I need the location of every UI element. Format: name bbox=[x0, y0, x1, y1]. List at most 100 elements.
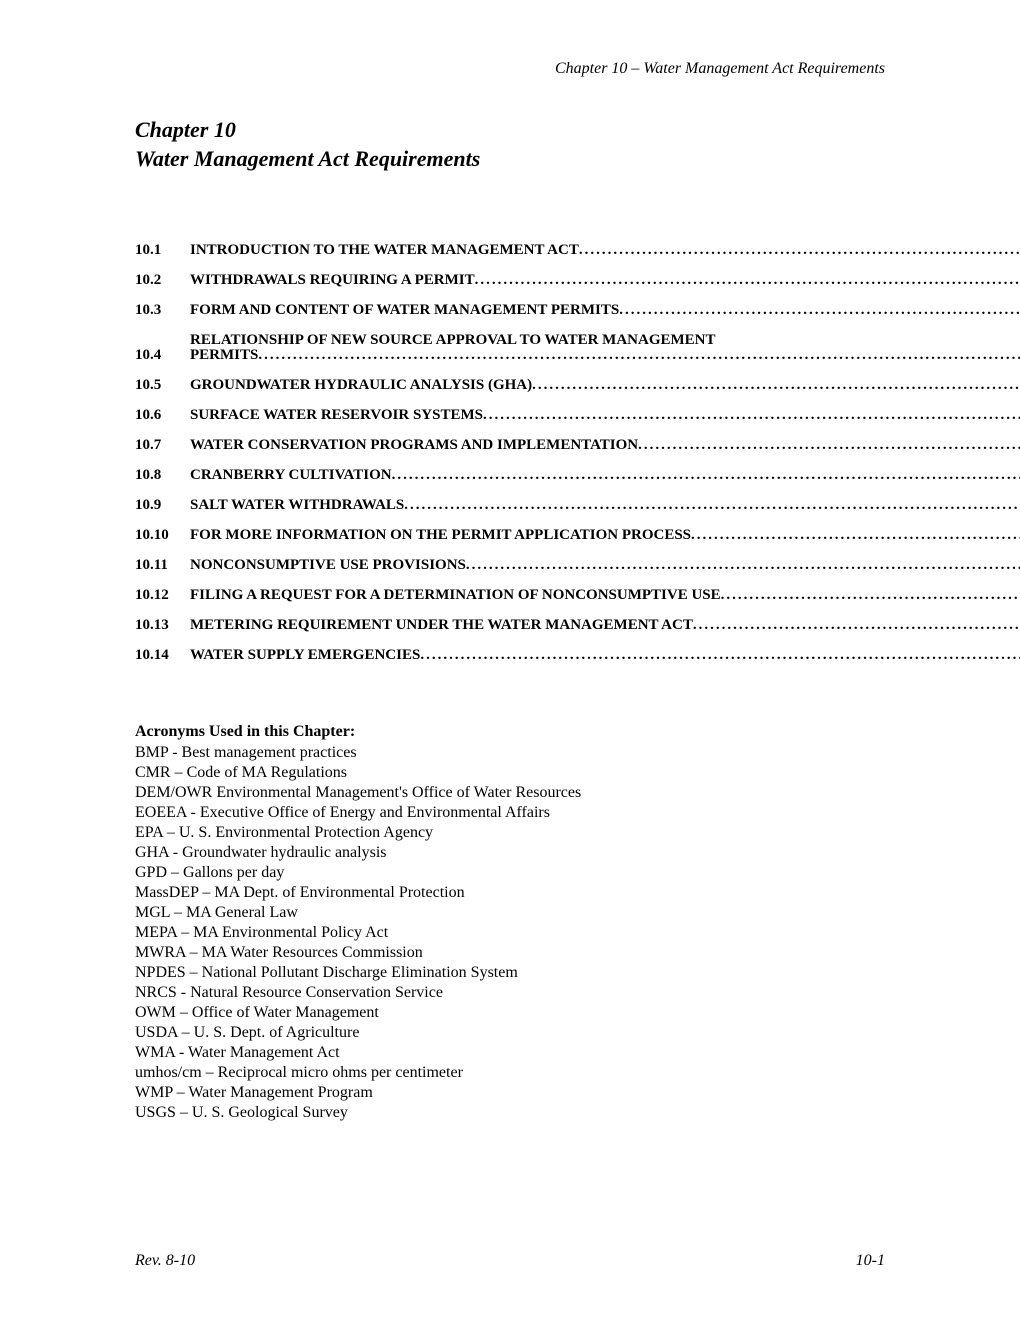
toc-entry: 10.1INTRODUCTION TO THE WATER MANAGEMENT… bbox=[135, 243, 885, 258]
toc-entry: 10.7WATER CONSERVATION PROGRAMS AND IMPL… bbox=[135, 438, 885, 453]
toc-title: FOR MORE INFORMATION ON THE PERMIT APPLI… bbox=[190, 528, 691, 543]
toc-title: SURFACE WATER RESERVOIR SYSTEMS bbox=[190, 408, 483, 423]
toc-title-wrap: METERING REQUIREMENT UNDER THE WATER MAN… bbox=[190, 618, 1020, 633]
acronym-line: GPD – Gallons per day bbox=[135, 863, 885, 883]
acronym-line: USGS – U. S. Geological Survey bbox=[135, 1103, 885, 1123]
acronym-line: MWRA – MA Water Resources Commission bbox=[135, 943, 885, 963]
chapter-title-line2: Water Management Act Requirements bbox=[135, 145, 885, 174]
toc-entry: 10.14WATER SUPPLY EMERGENCIES17 bbox=[135, 648, 885, 663]
acronym-line: MEPA – MA Environmental Policy Act bbox=[135, 923, 885, 943]
footer-revision: Rev. 8-10 bbox=[135, 1252, 195, 1270]
toc-leader-dots bbox=[475, 273, 1020, 288]
toc-title: NONCONSUMPTIVE USE PROVISIONS bbox=[190, 558, 466, 573]
toc-title: INTRODUCTION TO THE WATER MANAGEMENT ACT bbox=[190, 243, 579, 258]
toc-section-number: 10.11 bbox=[135, 558, 190, 573]
toc-title: FORM AND CONTENT OF WATER MANAGEMENT PER… bbox=[190, 303, 619, 318]
toc-title-line1: RELATIONSHIP OF NEW SOURCE APPROVAL TO W… bbox=[190, 333, 1020, 348]
acronym-line: USDA – U. S. Dept. of Agriculture bbox=[135, 1023, 885, 1043]
toc-title: CRANBERRY CULTIVATION bbox=[190, 468, 392, 483]
toc-section-number: 10.4 bbox=[135, 348, 190, 363]
toc-entry: 10.2WITHDRAWALS REQUIRING A PERMIT3 bbox=[135, 273, 885, 288]
toc-entry: 10.10FOR MORE INFORMATION ON THE PERMIT … bbox=[135, 528, 885, 543]
toc-leader-dots bbox=[619, 303, 1020, 318]
toc-leader-dots bbox=[638, 438, 1020, 453]
acronym-line: OWM – Office of Water Management bbox=[135, 1003, 885, 1023]
toc-entry: 10.6SURFACE WATER RESERVOIR SYSTEMS7 bbox=[135, 408, 885, 423]
toc-title: SALT WATER WITHDRAWALS bbox=[190, 498, 404, 513]
toc-leader-dots bbox=[691, 528, 1020, 543]
toc-title-wrap: FORM AND CONTENT OF WATER MANAGEMENT PER… bbox=[190, 303, 1020, 318]
toc-leader-dots bbox=[392, 468, 1020, 483]
toc-leader-dots bbox=[420, 648, 1020, 663]
chapter-title-line1: Chapter 10 bbox=[135, 116, 885, 145]
toc-section-number: 10.12 bbox=[135, 588, 190, 603]
acronym-line: NPDES – National Pollutant Discharge Eli… bbox=[135, 963, 885, 983]
toc-leader-dots bbox=[483, 408, 1020, 423]
acronyms-list: BMP - Best management practicesCMR – Cod… bbox=[135, 743, 885, 1123]
toc-title-wrap: RELATIONSHIP OF NEW SOURCE APPROVAL TO W… bbox=[190, 333, 1020, 363]
toc-title-wrap: GROUNDWATER HYDRAULIC ANALYSIS (GHA)7 bbox=[190, 378, 1020, 393]
toc-title-wrap: CRANBERRY CULTIVATION11 bbox=[190, 468, 1020, 483]
running-head: Chapter 10 – Water Management Act Requir… bbox=[135, 60, 885, 78]
toc-leader-dots bbox=[693, 618, 1020, 633]
acronym-line: umhos/cm – Reciprocal micro ohms per cen… bbox=[135, 1063, 885, 1083]
toc-title-wrap: WATER CONSERVATION PROGRAMS AND IMPLEMEN… bbox=[190, 438, 1020, 453]
toc-leader-dots bbox=[258, 348, 1020, 363]
toc-entry: 10.8CRANBERRY CULTIVATION11 bbox=[135, 468, 885, 483]
toc-leader-dots bbox=[466, 558, 1020, 573]
toc-leader-dots bbox=[721, 588, 1020, 603]
toc-entry: 10.13METERING REQUIREMENT UNDER THE WATE… bbox=[135, 618, 885, 633]
acronym-line: EPA – U. S. Environmental Protection Age… bbox=[135, 823, 885, 843]
page-footer: Rev. 8-10 10-1 bbox=[135, 1252, 885, 1270]
toc-leader-dots bbox=[532, 378, 1020, 393]
document-page: Chapter 10 – Water Management Act Requir… bbox=[0, 0, 1020, 1320]
toc-section-number: 10.1 bbox=[135, 243, 190, 258]
toc-entry: 10.4RELATIONSHIP OF NEW SOURCE APPROVAL … bbox=[135, 333, 885, 363]
footer-page-number: 10-1 bbox=[856, 1252, 885, 1270]
toc-title-wrap: FOR MORE INFORMATION ON THE PERMIT APPLI… bbox=[190, 528, 1020, 543]
toc-section-number: 10.7 bbox=[135, 438, 190, 453]
toc-title-wrap: FILING A REQUEST FOR A DETERMINATION OF … bbox=[190, 588, 1020, 603]
acronym-line: WMA - Water Management Act bbox=[135, 1043, 885, 1063]
toc-leader-dots bbox=[579, 243, 1020, 258]
toc-title-wrap: NONCONSUMPTIVE USE PROVISIONS13 bbox=[190, 558, 1020, 573]
toc-section-number: 10.8 bbox=[135, 468, 190, 483]
toc-title: WATER CONSERVATION PROGRAMS AND IMPLEMEN… bbox=[190, 438, 638, 453]
toc-title-wrap: WITHDRAWALS REQUIRING A PERMIT3 bbox=[190, 273, 1020, 288]
acronym-line: EOEEA - Executive Office of Energy and E… bbox=[135, 803, 885, 823]
toc-title: GROUNDWATER HYDRAULIC ANALYSIS (GHA) bbox=[190, 378, 532, 393]
toc-title-line2: PERMITS bbox=[190, 348, 258, 363]
acronym-line: CMR – Code of MA Regulations bbox=[135, 763, 885, 783]
acronym-line: MGL – MA General Law bbox=[135, 903, 885, 923]
toc-entry: 10.12FILING A REQUEST FOR A DETERMINATIO… bbox=[135, 588, 885, 603]
acronym-line: NRCS - Natural Resource Conservation Ser… bbox=[135, 983, 885, 1003]
toc-title: FILING A REQUEST FOR A DETERMINATION OF … bbox=[190, 588, 721, 603]
chapter-title: Chapter 10 Water Management Act Requirem… bbox=[135, 116, 885, 173]
toc-title: WATER SUPPLY EMERGENCIES bbox=[190, 648, 420, 663]
toc-section-number: 10.13 bbox=[135, 618, 190, 633]
toc-section-number: 10.3 bbox=[135, 303, 190, 318]
acronym-line: WMP – Water Management Program bbox=[135, 1083, 885, 1103]
toc-section-number: 10.2 bbox=[135, 273, 190, 288]
acronyms-heading: Acronyms Used in this Chapter: bbox=[135, 723, 885, 741]
toc-title: WITHDRAWALS REQUIRING A PERMIT bbox=[190, 273, 475, 288]
toc-leader-dots bbox=[404, 498, 1020, 513]
table-of-contents: 10.1INTRODUCTION TO THE WATER MANAGEMENT… bbox=[135, 243, 885, 663]
toc-entry: 10.9SALT WATER WITHDRAWALS11 bbox=[135, 498, 885, 513]
acronyms-section: Acronyms Used in this Chapter: BMP - Bes… bbox=[135, 723, 885, 1123]
toc-section-number: 10.9 bbox=[135, 498, 190, 513]
toc-title-wrap: SURFACE WATER RESERVOIR SYSTEMS7 bbox=[190, 408, 1020, 423]
toc-section-number: 10.10 bbox=[135, 528, 190, 543]
toc-title-wrap: SALT WATER WITHDRAWALS11 bbox=[190, 498, 1020, 513]
acronym-line: BMP - Best management practices bbox=[135, 743, 885, 763]
toc-section-number: 10.14 bbox=[135, 648, 190, 663]
toc-entry: 10.5GROUNDWATER HYDRAULIC ANALYSIS (GHA)… bbox=[135, 378, 885, 393]
toc-entry: 10.11NONCONSUMPTIVE USE PROVISIONS13 bbox=[135, 558, 885, 573]
toc-entry: 10.3FORM AND CONTENT OF WATER MANAGEMENT… bbox=[135, 303, 885, 318]
acronym-line: GHA - Groundwater hydraulic analysis bbox=[135, 843, 885, 863]
toc-title-wrap: INTRODUCTION TO THE WATER MANAGEMENT ACT… bbox=[190, 243, 1020, 258]
acronym-line: MassDEP – MA Dept. of Environmental Prot… bbox=[135, 883, 885, 903]
acronym-line: DEM/OWR Environmental Management's Offic… bbox=[135, 783, 885, 803]
toc-section-number: 10.5 bbox=[135, 378, 190, 393]
toc-title-wrap: WATER SUPPLY EMERGENCIES17 bbox=[190, 648, 1020, 663]
